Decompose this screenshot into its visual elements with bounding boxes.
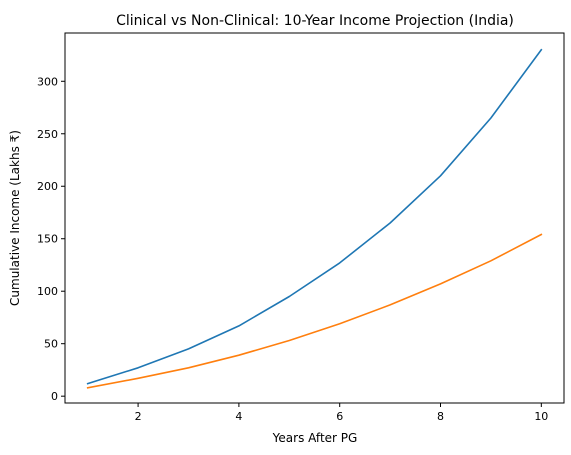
y-tick-label: 150 <box>37 233 58 246</box>
y-tick-label: 300 <box>37 75 58 88</box>
x-axis-label: Years After PG <box>272 431 358 445</box>
y-tick-label: 50 <box>44 338 58 351</box>
y-tick-label: 200 <box>37 180 58 193</box>
plot-area-frame <box>64 32 565 404</box>
y-axis-ticks: 0 50 100 150 200 250 300 <box>37 75 65 403</box>
y-axis-label: Cumulative Income (Lakhs ₹) <box>8 130 22 306</box>
y-tick-label: 0 <box>51 390 58 403</box>
chart-title: Clinical vs Non-Clinical: 10-Year Income… <box>116 13 514 29</box>
x-tick-label: 2 <box>135 410 142 423</box>
series-line-2 <box>86 233 543 389</box>
x-tick-label: 8 <box>437 410 444 423</box>
series-layer <box>86 48 543 389</box>
x-tick-label: 6 <box>336 410 343 423</box>
series-line-1 <box>86 48 543 385</box>
x-tick-label: 4 <box>235 410 242 423</box>
y-tick-label: 100 <box>37 285 58 298</box>
x-tick-label: 10 <box>534 410 548 423</box>
x-axis-ticks: 2 4 6 8 10 <box>135 403 548 423</box>
y-tick-label: 250 <box>37 128 58 141</box>
